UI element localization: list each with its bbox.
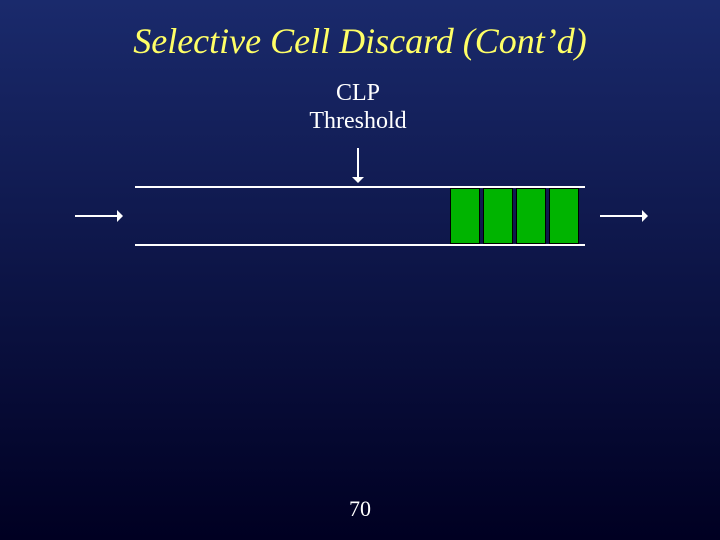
queue-cell bbox=[549, 188, 579, 244]
slide-title: Selective Cell Discard (Cont’d) bbox=[0, 20, 720, 62]
arrow-out-head bbox=[642, 210, 648, 222]
threshold-label-line2: Threshold bbox=[309, 108, 406, 134]
page-number: 70 bbox=[330, 496, 390, 522]
queue-cell bbox=[483, 188, 513, 244]
arrow-in-line bbox=[75, 215, 117, 217]
threshold-label-line1: CLP bbox=[336, 80, 380, 106]
threshold-label: CLP Threshold bbox=[278, 80, 438, 135]
arrow-in-head bbox=[117, 210, 123, 222]
queue-cell bbox=[450, 188, 480, 244]
threshold-arrow-line bbox=[357, 148, 359, 177]
threshold-arrow-head bbox=[352, 177, 364, 183]
slide: Selective Cell Discard (Cont’d) CLP Thre… bbox=[0, 0, 720, 540]
arrow-out-line bbox=[600, 215, 642, 217]
queue-cell bbox=[516, 188, 546, 244]
